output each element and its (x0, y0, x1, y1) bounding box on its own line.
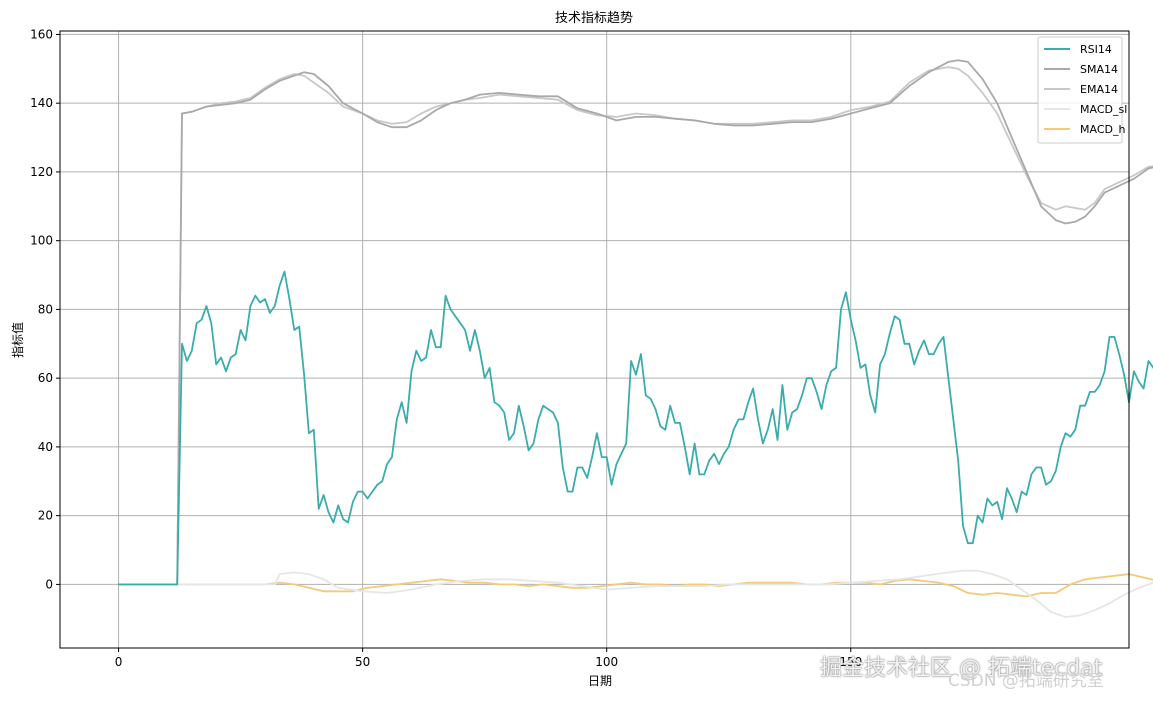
y-axis-label: 指标值 (10, 322, 25, 358)
chart-title: 技术指标趋势 (555, 10, 633, 26)
y-tick-label: 100 (30, 234, 53, 248)
y-axis: 0 20 40 60 80 100 120 140 160 (30, 27, 60, 591)
plot-frame (59, 30, 1130, 649)
legend-label: SMA14 (1080, 63, 1118, 76)
watermark-main: 掘金技术社区 @ 拓端tecdat (820, 656, 1103, 681)
x-tick-label: 50 (355, 655, 370, 669)
series-line-sma14 (117, 59, 1153, 586)
x-axis-label: 日期 (588, 674, 612, 688)
legend: RSI14 SMA14 EMA14 MACD_sl MACD_h (1037, 36, 1127, 144)
x-tick-label: 100 (595, 655, 618, 669)
y-tick-label: 40 (38, 440, 53, 454)
x-tick-label: 0 (115, 655, 123, 669)
series-line-rsi14 (117, 270, 1153, 586)
legend-label: EMA14 (1080, 83, 1118, 96)
x-axis: 0 50 100 150 (115, 648, 862, 669)
legend-label: RSI14 (1080, 43, 1112, 56)
series-line-macd-h (117, 573, 1153, 598)
y-tick-label: 160 (30, 27, 53, 41)
y-tick-label: 20 (38, 509, 53, 523)
legend-box (1037, 36, 1123, 144)
y-tick-label: 80 (38, 302, 53, 316)
y-tick-label: 0 (45, 577, 53, 591)
x-tick-label: 150 (839, 655, 862, 669)
legend-label: MACD_h (1080, 123, 1125, 136)
y-tick-label: 60 (38, 371, 53, 385)
series-line-ema14 (117, 66, 1153, 586)
watermark-sub: CSDN @拓端研究室 (948, 671, 1104, 691)
y-tick-label: 140 (30, 96, 53, 110)
legend-label: MACD_sl (1080, 103, 1127, 116)
y-tick-label: 120 (30, 165, 53, 179)
